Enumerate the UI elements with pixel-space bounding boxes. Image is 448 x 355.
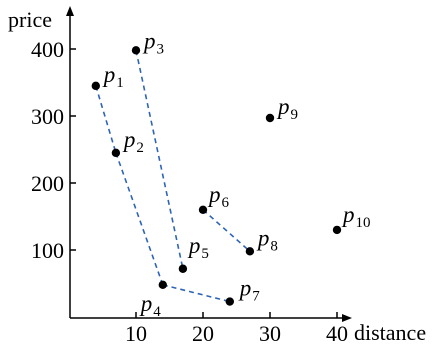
y-axis-label: price [8, 7, 52, 32]
y-tick-label: 200 [31, 171, 64, 196]
point-p7 [225, 297, 234, 306]
edge-p3-p5 [135, 50, 184, 269]
x-axis-label: distance [354, 320, 426, 345]
point-p2 [111, 148, 121, 158]
point-labels: p1 p2 p3 p4 p5 p6 p7 p8 p9 p10 [102, 28, 371, 320]
label-p5: p5 [187, 233, 209, 262]
y-axis-arrow-icon [66, 6, 74, 16]
dashed-edges [95, 50, 251, 303]
y-tick-label: 300 [31, 104, 64, 129]
x-tick-label: 10 [125, 321, 147, 346]
axes: price distance 10 20 30 40 100 200 300 400 [8, 6, 426, 346]
point-p4 [158, 280, 167, 290]
point-p6 [198, 205, 208, 214]
data-points [91, 46, 342, 306]
point-p3 [131, 46, 141, 55]
point-p9 [265, 113, 275, 123]
point-p5 [178, 264, 188, 273]
x-tick-label: 40 [326, 321, 348, 346]
label-p1: p1 [102, 62, 124, 91]
point-p10 [332, 225, 342, 235]
edge-p6-p8 [202, 209, 251, 252]
label-p9: p9 [276, 94, 298, 123]
point-p1 [91, 81, 101, 91]
label-p10: p10 [341, 202, 371, 231]
y-tick-label: 100 [31, 238, 64, 263]
label-p8: p8 [256, 225, 278, 254]
x-tick-label: 30 [259, 321, 281, 346]
label-p7: p7 [238, 276, 260, 305]
label-p4: p4 [139, 291, 162, 320]
x-axis-arrow-icon [342, 314, 352, 322]
edge-p2-p4 [115, 152, 164, 286]
x-tick-label: 20 [192, 321, 214, 346]
point-p8 [245, 247, 255, 256]
edge-p4-p7 [162, 284, 230, 303]
edge-p1-p2 [95, 85, 117, 154]
y-tick-label: 400 [31, 37, 64, 62]
label-p2: p2 [122, 127, 144, 156]
label-p3: p3 [142, 28, 164, 57]
label-p6: p6 [207, 182, 230, 211]
